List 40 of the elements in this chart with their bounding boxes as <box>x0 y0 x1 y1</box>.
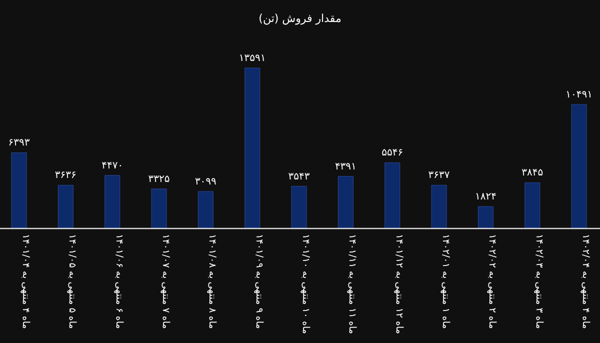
x-tick-label: ماه ۱۰ منتهی به ۱۴۰۱/۱۰ <box>300 234 312 334</box>
data-label: ۵۵۴۶ <box>382 148 404 159</box>
data-label: ۶۳۹۳ <box>8 138 30 149</box>
data-label: ۴۳۹۱ <box>334 161 356 172</box>
bar <box>104 175 120 228</box>
data-label: ۳۳۲۵ <box>148 174 170 185</box>
x-tick-label: ماه ۱ منتهی به ۱۴۰۲/۰۱ <box>440 234 452 329</box>
x-tick-label: ماه ۱۲ منتهی به ۱۴۰۱/۱۲ <box>393 234 404 334</box>
bar <box>58 184 74 228</box>
x-tick-label: ماه ۴ منتهی به ۱۴۰۱/۰۴ <box>20 234 31 329</box>
bar <box>571 104 587 228</box>
data-label: ۳۵۴۳ <box>288 171 310 182</box>
bar <box>151 188 167 228</box>
data-label: ۳۸۴۵ <box>522 168 544 179</box>
data-label: ۳۰۹۹ <box>194 176 216 188</box>
data-label: ۳۶۳۶ <box>54 170 76 182</box>
x-tick-label: ماه ۴ منتهی به ۱۴۰۲/۰۴ <box>580 234 592 329</box>
x-tick-label: ماه ۵ منتهی به ۱۴۰۱/۰۵ <box>66 234 78 329</box>
bar <box>384 162 400 228</box>
x-tick-label: ماه ۲ منتهی به ۱۴۰۲/۰۲ <box>486 234 498 329</box>
x-tick-label: ماه ۸ منتهی به ۱۴۰۱/۰۸ <box>206 234 218 329</box>
data-label: ۴۴۷۰ <box>102 160 124 172</box>
data-label: ۳۶۳۷ <box>428 170 450 182</box>
chart-title: مقدار فروش (تن) <box>258 12 342 25</box>
bar <box>524 182 540 228</box>
bar <box>291 186 307 228</box>
data-label: ۱۸۲۴ <box>474 192 496 203</box>
data-label: ۱۰۴۹۱ <box>566 89 592 100</box>
x-tick-label: ماه ۹ منتهی به ۱۴۰۱/۰۹ <box>253 234 264 329</box>
x-tick-label: ماه ۳ منتهی به ۱۴۰۲/۰۳ <box>533 234 544 329</box>
bar <box>338 176 354 228</box>
bar <box>11 152 27 228</box>
x-tick-label: ماه ۷ منتهی به ۱۴۰۱/۰۷ <box>160 234 172 329</box>
x-tick-label: ماه ۶ منتهی به ۱۴۰۱/۰۶ <box>113 234 124 329</box>
data-label: ۱۳۵۹۱ <box>238 53 266 64</box>
x-tick-label: ماه ۱۱ منتهی به ۱۴۰۱/۱۱ <box>346 234 358 334</box>
bar <box>478 206 494 228</box>
bar <box>431 184 447 228</box>
bar <box>198 191 214 228</box>
bar <box>244 68 260 228</box>
